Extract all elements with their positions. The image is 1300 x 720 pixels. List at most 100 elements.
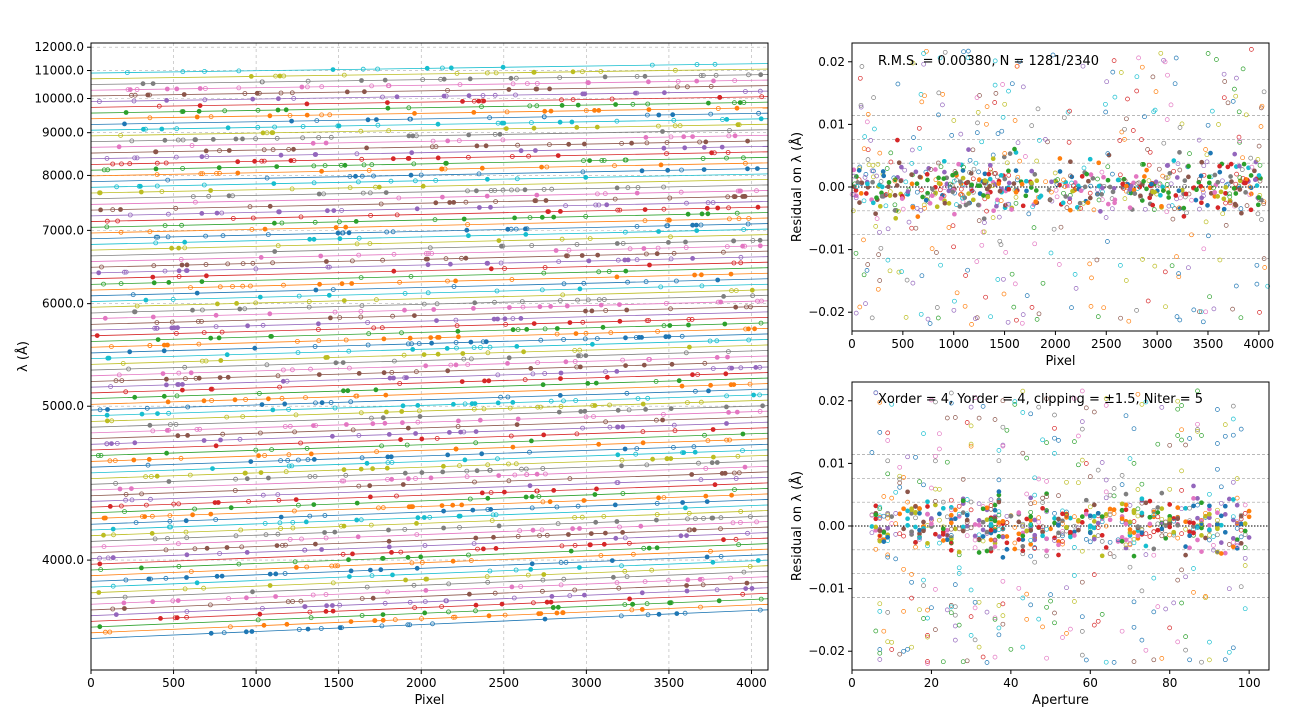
arc-line-point	[741, 227, 747, 233]
residual-point	[1144, 167, 1149, 173]
arc-line-point	[658, 284, 664, 290]
arc-line-point	[711, 454, 716, 460]
arc-line-point	[248, 459, 254, 465]
residual-point	[937, 511, 942, 517]
residual-point	[965, 179, 971, 185]
residual-point	[976, 550, 982, 555]
arc-line-point	[629, 140, 634, 146]
residual-point	[1020, 388, 1026, 394]
residual-point	[965, 48, 971, 54]
residual-point	[1248, 207, 1254, 213]
residual-point	[915, 214, 921, 219]
residual-point	[1131, 553, 1137, 559]
arc-line-point	[418, 172, 424, 178]
residual-point	[1218, 484, 1224, 490]
residual-point	[1184, 210, 1189, 216]
arc-line-point	[376, 505, 381, 511]
arc-line-point	[196, 108, 202, 114]
arc-line-point	[282, 424, 288, 429]
residual-point	[899, 164, 904, 170]
arc-line-point	[625, 185, 631, 191]
residual-point	[1179, 567, 1184, 573]
residual-point	[1199, 200, 1204, 206]
arc-line-point	[624, 307, 630, 313]
residual-point	[921, 431, 926, 436]
arc-line-point	[197, 426, 203, 432]
arc-line-point	[570, 69, 576, 75]
arc-line-point	[558, 370, 564, 376]
arc-line-point	[588, 531, 594, 536]
residual-point	[1079, 426, 1085, 432]
residual-point	[1236, 109, 1242, 115]
y-tick-label: 0.02	[818, 55, 845, 69]
arc-line-point	[380, 556, 385, 561]
residual-point	[1105, 239, 1110, 244]
arc-line-point	[583, 108, 589, 113]
residual-point	[1016, 519, 1022, 525]
arc-line-point	[683, 245, 689, 250]
residual-point	[1261, 89, 1267, 95]
arc-line-point	[454, 323, 460, 329]
arc-line-point	[349, 258, 355, 264]
arc-line-point	[445, 88, 450, 93]
arc-line-point	[529, 438, 534, 444]
residual-point	[1155, 604, 1161, 609]
arc-line-point	[634, 190, 640, 196]
arc-line-point	[452, 614, 458, 620]
residual-point	[984, 529, 990, 535]
residual-point	[1179, 506, 1184, 512]
order-fit-line	[90, 85, 769, 97]
arc-line-point	[515, 534, 521, 539]
residual-point	[992, 616, 998, 622]
arc-line-point	[759, 94, 765, 100]
arc-line-point	[492, 92, 498, 98]
residual-point	[894, 183, 900, 188]
arc-line-point	[143, 297, 149, 303]
arc-line-point	[354, 517, 360, 523]
arc-line-point	[173, 421, 179, 427]
y-tick-label: −0.02	[808, 305, 845, 319]
residual-point	[1120, 181, 1126, 187]
residual-point	[1068, 626, 1073, 632]
residual-point	[1119, 501, 1125, 507]
residual-point	[1234, 495, 1240, 501]
arc-line-point	[569, 119, 575, 125]
arc-line-point	[225, 125, 231, 131]
arc-line-point	[702, 360, 708, 366]
arc-line-point	[620, 357, 625, 363]
residual-point	[933, 453, 938, 459]
residual-point	[874, 195, 879, 201]
residual-point	[1135, 513, 1141, 519]
residual-point	[952, 507, 958, 513]
residual-point	[919, 99, 925, 105]
residual-point	[929, 516, 934, 521]
residual-point	[855, 180, 861, 185]
arc-line-point	[207, 602, 213, 608]
residual-point	[889, 401, 895, 407]
arc-line-point	[174, 615, 180, 621]
arc-line-point	[275, 531, 281, 537]
arc-line-point	[646, 318, 651, 323]
arc-line-point	[317, 281, 323, 287]
arc-line-point	[335, 230, 341, 236]
arc-line-point	[341, 298, 347, 304]
order-fit-line	[90, 272, 769, 291]
residual-point	[935, 160, 941, 166]
residual-point	[925, 659, 930, 664]
arc-line-point	[683, 239, 688, 245]
residual-point	[1101, 305, 1107, 311]
residual-point	[984, 121, 989, 127]
arc-line-point	[165, 536, 170, 541]
residual-point	[1000, 518, 1006, 524]
arc-line-point	[692, 272, 697, 278]
arc-line-point	[253, 300, 259, 306]
arc-line-point	[113, 378, 119, 384]
arc-line-point	[718, 526, 723, 532]
arc-line-point	[153, 234, 159, 240]
order-fit-line	[90, 212, 769, 228]
arc-line-point	[514, 422, 520, 428]
arc-line-point	[732, 133, 738, 139]
residual-point	[925, 634, 930, 640]
residual-point	[1225, 181, 1231, 187]
residual-point	[1211, 543, 1216, 548]
